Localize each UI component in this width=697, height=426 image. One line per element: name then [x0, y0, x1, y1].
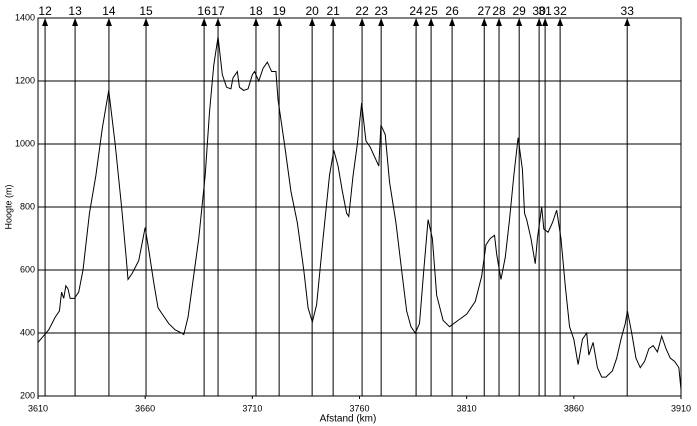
marker-label: 27 — [478, 4, 492, 18]
y-tick-label: 600 — [20, 264, 35, 274]
marker-arrow — [481, 18, 488, 26]
marker-arrow — [42, 18, 49, 26]
x-axis-label: Afstand (km) — [320, 414, 377, 425]
marker-label: 23 — [374, 4, 388, 18]
marker-arrow — [413, 18, 420, 26]
y-tick-label: 400 — [20, 327, 35, 337]
x-tick-label: 3710 — [242, 403, 262, 413]
marker-arrow — [449, 18, 456, 26]
y-tick-label: 1200 — [15, 75, 35, 85]
marker-arrow — [330, 18, 337, 26]
marker-arrow — [72, 18, 79, 26]
marker-label: 15 — [139, 4, 153, 18]
marker-label: 33 — [621, 4, 635, 18]
x-tick-label: 3660 — [135, 403, 155, 413]
marker-arrow — [215, 18, 222, 26]
marker-label: 31 — [538, 4, 552, 18]
marker-label: 29 — [512, 4, 526, 18]
marker-label: 13 — [68, 4, 82, 18]
marker-arrow — [536, 18, 543, 26]
marker-arrow — [428, 18, 435, 26]
marker-label: 22 — [355, 4, 369, 18]
marker-arrow — [276, 18, 283, 26]
marker-arrow — [378, 18, 385, 26]
marker-label: 28 — [492, 4, 506, 18]
marker-label: 14 — [102, 4, 116, 18]
x-tick-label: 3910 — [671, 403, 691, 413]
marker-arrow — [542, 18, 549, 26]
x-tick-label: 3810 — [457, 403, 477, 413]
marker-label: 18 — [249, 4, 263, 18]
marker-arrow — [496, 18, 503, 26]
marker-arrow — [201, 18, 208, 26]
marker-label: 16 — [197, 4, 211, 18]
marker-arrow — [309, 18, 316, 26]
y-axis-label: Hoogte (m) — [3, 184, 13, 229]
marker-label: 17 — [211, 4, 225, 18]
marker-label: 21 — [326, 4, 340, 18]
marker-arrow — [516, 18, 523, 26]
y-tick-label: 200 — [20, 390, 35, 400]
y-tick-label: 1000 — [15, 138, 35, 148]
marker-label: 26 — [445, 4, 459, 18]
marker-arrow — [143, 18, 150, 26]
marker-label: 12 — [38, 4, 52, 18]
marker-arrow — [557, 18, 564, 26]
marker-arrow — [252, 18, 259, 26]
marker-arrow — [624, 18, 631, 26]
marker-label: 19 — [272, 4, 286, 18]
marker-label: 32 — [553, 4, 567, 18]
marker-label: 24 — [409, 4, 423, 18]
x-tick-label: 3610 — [28, 403, 48, 413]
y-tick-label: 800 — [20, 201, 35, 211]
x-tick-label: 3760 — [349, 403, 369, 413]
marker-label: 30 — [532, 4, 546, 18]
marker-label: 25 — [424, 4, 438, 18]
y-tick-label: 1400 — [15, 12, 35, 22]
marker-arrow — [359, 18, 366, 26]
marker-label: 20 — [305, 4, 319, 18]
x-tick-label: 3860 — [564, 403, 584, 413]
elevation-line — [37, 36, 682, 390]
marker-arrow — [105, 18, 112, 26]
